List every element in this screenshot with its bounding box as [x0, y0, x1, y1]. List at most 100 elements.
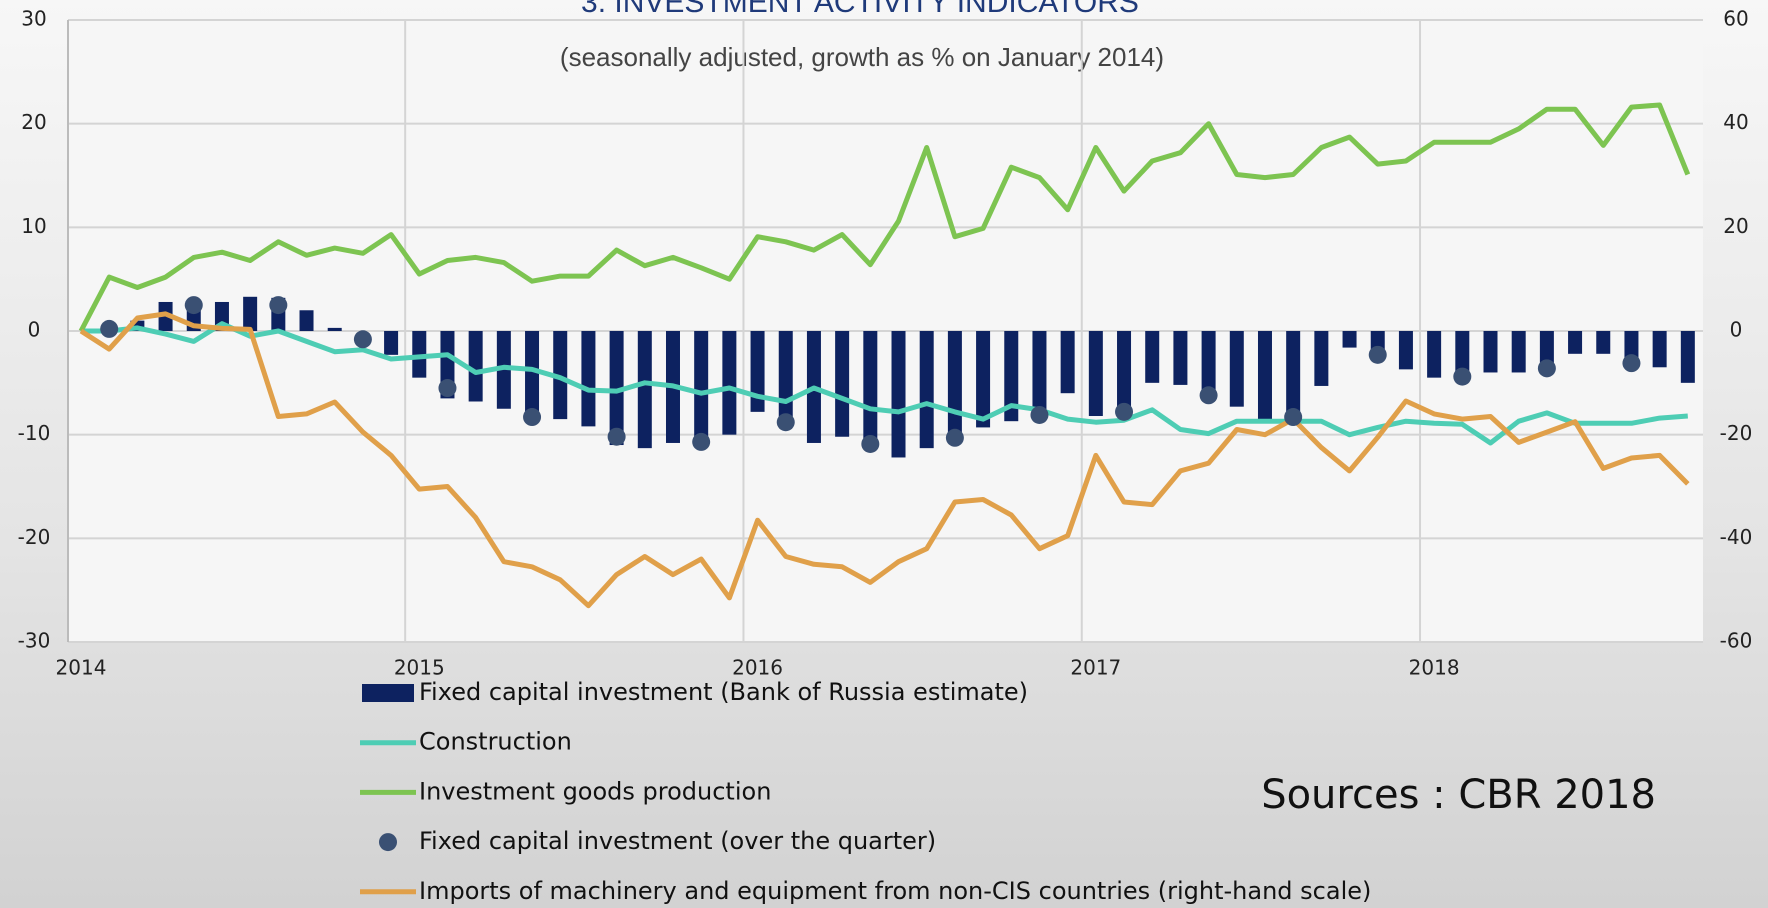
bar — [976, 331, 991, 428]
bar — [496, 331, 511, 409]
bar — [919, 331, 934, 449]
dot — [1199, 386, 1218, 405]
legend-item: Imports of machinery and equipment from … — [360, 877, 1371, 905]
y2-tick-label: -60 — [1720, 629, 1753, 653]
bar — [722, 331, 737, 435]
y2-tick-label: 40 — [1723, 110, 1748, 134]
bar — [863, 331, 878, 449]
dot — [1537, 359, 1556, 378]
dot — [1115, 402, 1134, 421]
bar — [1511, 331, 1526, 373]
dot — [1284, 408, 1303, 427]
dot — [1622, 354, 1641, 373]
source-note: Sources : CBR 2018 — [1261, 772, 1656, 818]
dot — [1453, 367, 1472, 386]
legend-swatch — [362, 684, 414, 702]
grid — [67, 19, 1703, 643]
marks — [78, 102, 1695, 609]
bar — [1596, 331, 1611, 354]
bar — [1483, 331, 1498, 373]
bar — [553, 331, 568, 420]
x-tick-label: 2014 — [56, 656, 107, 680]
bar — [1173, 331, 1188, 385]
bar — [1257, 331, 1272, 420]
legend-item: Construction — [360, 728, 572, 756]
bar — [299, 310, 314, 331]
dot — [776, 413, 795, 432]
bar — [1680, 331, 1695, 383]
legend-label: Investment goods production — [419, 777, 771, 805]
x-tick-label: 2016 — [732, 656, 783, 680]
bar — [1201, 331, 1216, 399]
bar — [1455, 331, 1470, 376]
dot — [692, 432, 711, 451]
bar — [947, 331, 962, 438]
bar — [1427, 331, 1442, 378]
y-tick-label: 20 — [21, 110, 46, 134]
y-tick-label: -20 — [18, 525, 51, 549]
dot — [861, 434, 880, 453]
y-tick-label: 30 — [21, 7, 46, 31]
y2-tick-label: 60 — [1723, 7, 1748, 31]
bar — [412, 331, 427, 378]
y-tick-label: 0 — [28, 318, 41, 342]
bar — [1568, 331, 1583, 354]
dot — [184, 296, 203, 315]
legend-label: Imports of machinery and equipment from … — [419, 877, 1371, 905]
bar — [581, 331, 596, 427]
bar — [1652, 331, 1667, 368]
chart-title: 3. INVESTMENT ACTIVITY INDICATORS — [581, 0, 1139, 19]
dot — [607, 427, 626, 446]
legend-label: Fixed capital investment (Bank of Russia… — [419, 678, 1028, 706]
bar — [243, 296, 258, 331]
bar — [1286, 331, 1301, 418]
bar — [750, 331, 765, 412]
bar — [327, 327, 342, 331]
x-tick-label: 2017 — [1070, 656, 1121, 680]
x-tick-label: 2018 — [1409, 656, 1460, 680]
y2-tick-label: 0 — [1730, 318, 1743, 342]
dot — [353, 330, 372, 349]
dot — [438, 379, 457, 398]
bar — [1032, 331, 1047, 414]
y2-tick-label: 20 — [1723, 214, 1748, 238]
legend-item: Fixed capital investment (Bank of Russia… — [362, 678, 1028, 706]
legend-label: Fixed capital investment (over the quart… — [419, 827, 936, 855]
legend-item: Investment goods production — [360, 777, 771, 805]
bar — [1229, 331, 1244, 407]
dot — [1368, 345, 1387, 364]
legend-swatch — [379, 833, 397, 852]
line — [79, 311, 1690, 609]
bar — [384, 331, 399, 355]
line — [78, 102, 1691, 333]
y2-tick-label: -40 — [1720, 525, 1753, 549]
bar — [1342, 331, 1357, 348]
bar — [609, 331, 624, 446]
bar — [891, 331, 906, 458]
line — [81, 321, 1688, 446]
bar — [525, 331, 540, 418]
bar — [1314, 331, 1329, 386]
legend-item: Fixed capital investment (over the quart… — [379, 827, 936, 855]
dot — [269, 296, 288, 315]
y-tick-label: -30 — [18, 629, 51, 653]
legend-label: Construction — [419, 728, 572, 756]
bar — [1088, 331, 1103, 417]
bar — [1398, 331, 1413, 370]
y-tick-label: 10 — [21, 214, 46, 238]
bar — [835, 331, 850, 437]
x-tick-label: 2015 — [394, 656, 445, 680]
y-tick-label: -10 — [18, 421, 51, 445]
bar — [1145, 331, 1160, 383]
dot — [945, 428, 964, 447]
bar — [778, 331, 793, 425]
dot — [1030, 405, 1049, 424]
bar — [1117, 331, 1132, 418]
dot — [100, 319, 119, 338]
dot — [523, 408, 542, 427]
bar — [468, 331, 483, 402]
chart-subtitle: (seasonally adjusted, growth as % on Jan… — [560, 42, 1164, 72]
bar — [637, 331, 652, 449]
